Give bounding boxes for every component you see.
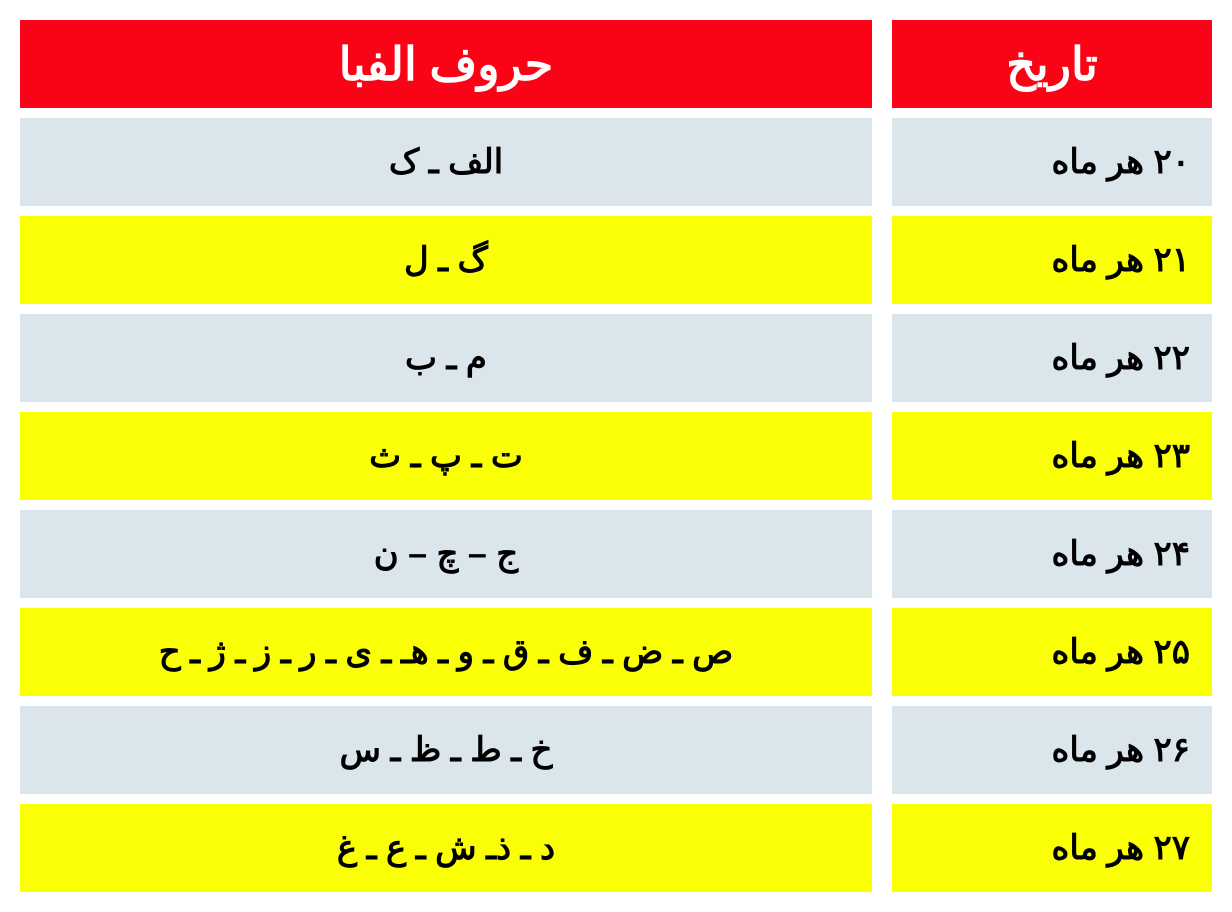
table-row: ت ـ پ ـ ث — [20, 412, 872, 500]
table-row: ۲۶ هر ماه — [892, 706, 1212, 794]
table-row: ۲۵ هر ماه — [892, 608, 1212, 696]
letters-header: حروف الفبا — [20, 20, 872, 108]
date-column: تاریخ ۲۰ هر ماه ۲۱ هر ماه ۲۲ هر ماه ۲۳ ه… — [892, 20, 1212, 892]
table-row: الف ـ ک — [20, 118, 872, 206]
table-row: د ـ ذـ ش ـ ع ـ غ — [20, 804, 872, 892]
table-row: ۲۰ هر ماه — [892, 118, 1212, 206]
table-row: ۲۲ هر ماه — [892, 314, 1212, 402]
letters-column: حروف الفبا الف ـ ک گ ـ ل م ـ ب ت ـ پ ـ ث… — [20, 20, 872, 892]
table-row: ص ـ ض ـ ف ـ ق ـ و ـ هـ ـ ی ـ ر ـ ز ـ ژ ـ… — [20, 608, 872, 696]
table-row: ج – چ – ن — [20, 510, 872, 598]
schedule-table: حروف الفبا الف ـ ک گ ـ ل م ـ ب ت ـ پ ـ ث… — [20, 20, 1212, 892]
table-row: گ ـ ل — [20, 216, 872, 304]
table-row: ۲۱ هر ماه — [892, 216, 1212, 304]
table-row: خ ـ ط ـ ظ ـ س — [20, 706, 872, 794]
table-row: ۲۳ هر ماه — [892, 412, 1212, 500]
date-header: تاریخ — [892, 20, 1212, 108]
table-row: ۲۴ هر ماه — [892, 510, 1212, 598]
table-row: ۲۷ هر ماه — [892, 804, 1212, 892]
table-row: م ـ ب — [20, 314, 872, 402]
